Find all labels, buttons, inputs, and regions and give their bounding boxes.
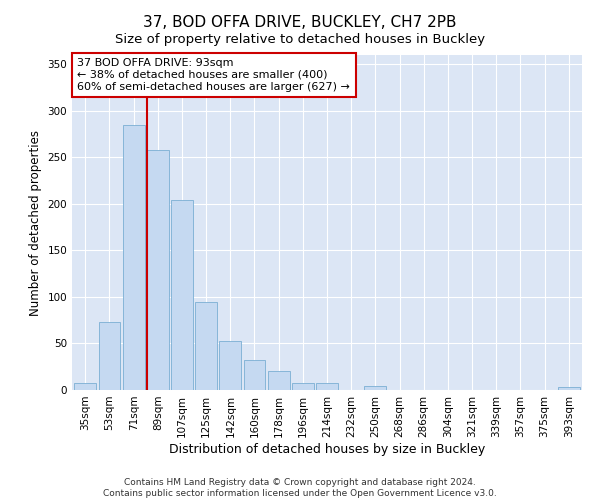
Text: 37, BOD OFFA DRIVE, BUCKLEY, CH7 2PB: 37, BOD OFFA DRIVE, BUCKLEY, CH7 2PB (143, 15, 457, 30)
Text: Size of property relative to detached houses in Buckley: Size of property relative to detached ho… (115, 32, 485, 46)
Bar (195, 302, 217, 390)
Text: 37 BOD OFFA DRIVE: 93sqm
← 38% of detached houses are smaller (400)
60% of semi-: 37 BOD OFFA DRIVE: 93sqm ← 38% of detach… (77, 58, 350, 92)
Bar (98, 322, 121, 390)
Text: Contains HM Land Registry data © Crown copyright and database right 2024.
Contai: Contains HM Land Registry data © Crown c… (103, 478, 497, 498)
Bar (268, 372, 290, 390)
Y-axis label: Number of detached properties: Number of detached properties (29, 130, 42, 316)
X-axis label: Distribution of detached houses by size in Buckley: Distribution of detached houses by size … (169, 442, 485, 456)
Bar (123, 125, 145, 390)
Bar (147, 150, 169, 390)
Bar (364, 386, 386, 390)
Bar (558, 387, 580, 390)
Bar (316, 382, 338, 390)
Bar (220, 340, 241, 390)
Bar (292, 384, 314, 390)
Bar (244, 360, 265, 390)
Bar (171, 200, 193, 390)
Bar (74, 382, 96, 390)
